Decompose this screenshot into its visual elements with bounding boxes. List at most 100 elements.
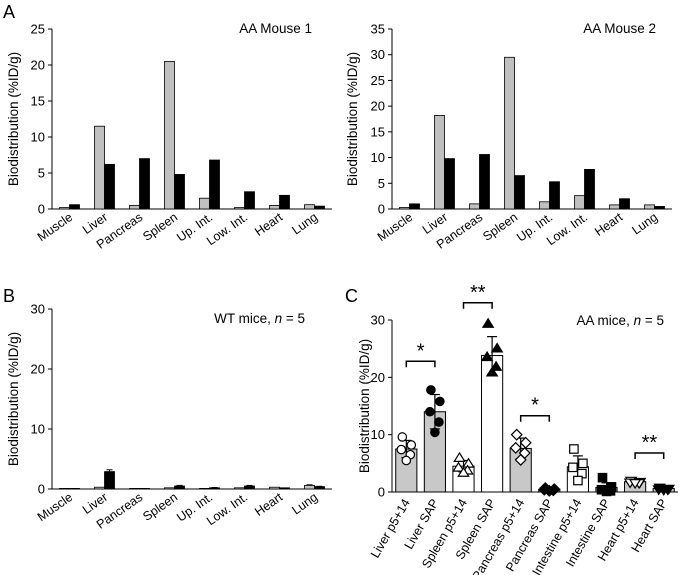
bar-gray-liver xyxy=(434,115,445,210)
x-category-label: Liver p5+14 xyxy=(368,496,413,560)
data-point-square xyxy=(573,475,583,486)
bar-black-spleen xyxy=(174,485,185,490)
x-category-label: Lung xyxy=(289,210,320,237)
x-category-label: Heart xyxy=(252,210,286,239)
data-point-diamond xyxy=(509,441,522,454)
bar-black-muscle xyxy=(69,487,80,490)
bar-black-muscle xyxy=(409,203,420,210)
x-category-label: Lung xyxy=(289,490,320,517)
bar-gray-pancreas xyxy=(469,203,480,210)
bar-black-lung xyxy=(314,205,325,210)
panel-title-n: n xyxy=(275,311,283,326)
data-point-square xyxy=(568,462,578,473)
y-tick-label: 20 xyxy=(371,99,385,114)
data-point-square xyxy=(597,472,608,483)
data-point-circle xyxy=(425,406,435,417)
y-tick-label: 10 xyxy=(371,150,385,165)
data-point-triangle xyxy=(481,317,495,328)
data-point-diamond xyxy=(543,484,556,497)
significance-bracket xyxy=(462,302,493,309)
bar-black-lung xyxy=(654,206,665,210)
bar-black-low-int- xyxy=(244,191,255,210)
panel-title: AA Mouse 2 xyxy=(583,21,656,36)
y-tick-label: 15 xyxy=(371,124,385,139)
panel-title-n-value: = 5 xyxy=(641,313,664,328)
y-tick-label: 30 xyxy=(371,313,385,328)
bar-black-liver xyxy=(444,158,455,210)
x-category-label: Heart xyxy=(252,490,286,519)
y-axis-label: Biodistribution (%ID/g) xyxy=(345,52,360,186)
y-tick-label: 20 xyxy=(31,58,45,73)
bar-black-low-int- xyxy=(244,485,255,490)
y-tick-label: 0 xyxy=(378,485,385,500)
y-tick-label: 10 xyxy=(31,130,45,145)
bar-gray-up-int- xyxy=(539,201,550,210)
data-point-triangle xyxy=(480,350,494,362)
data-point-diamond xyxy=(510,428,523,441)
bar-gray-pancreas xyxy=(129,487,140,490)
y-tick-label: 10 xyxy=(371,427,385,442)
bar-gray-spleen xyxy=(504,56,515,210)
bar-gray-pancreas xyxy=(129,204,140,210)
data-point-triangle xyxy=(490,342,504,353)
y-tick-label: 0 xyxy=(378,202,385,217)
data-point-square xyxy=(569,444,579,454)
data-point-triangle xyxy=(489,360,503,371)
bar-gray-low-int- xyxy=(234,487,245,490)
bar-black-liver xyxy=(104,163,115,210)
y-tick-label: 25 xyxy=(371,73,385,88)
panel-title-n-value: = 5 xyxy=(282,311,305,326)
panel-title: AA mice, n = 5 xyxy=(577,313,664,328)
bar-black-pancreas xyxy=(479,154,490,210)
bar-black-heart xyxy=(279,194,290,210)
panel-title-text: AA mice, xyxy=(577,313,634,328)
x-category-label: Spleen xyxy=(140,210,180,244)
panel-title: AA Mouse 1 xyxy=(239,21,312,36)
bar-gray-low-int- xyxy=(234,207,245,210)
data-point-circle xyxy=(406,440,417,450)
bar-gray-liver xyxy=(94,486,105,490)
bar-gray-lung xyxy=(304,484,315,490)
bar-black-heart xyxy=(279,487,290,490)
bar-gray-muscle xyxy=(59,487,70,490)
y-tick-label: 35 xyxy=(371,22,385,37)
significance-label: ** xyxy=(470,282,486,304)
bar-gray-low-int- xyxy=(574,195,585,210)
data-point-circle xyxy=(401,455,412,466)
bar-gray-spleen xyxy=(164,487,175,490)
bar-black-lung xyxy=(314,486,325,490)
bar-gray-lung xyxy=(304,204,315,210)
y-tick-label: 20 xyxy=(371,370,385,385)
y-tick-label: 30 xyxy=(371,47,385,62)
panel-letter: C xyxy=(345,286,358,306)
y-tick-label: 25 xyxy=(31,22,45,37)
bar-gray-muscle xyxy=(399,207,410,210)
data-point-diamond xyxy=(514,453,527,466)
data-point-triangle-down xyxy=(657,485,670,497)
y-tick-label: 0 xyxy=(38,482,45,497)
data-point-circle xyxy=(435,396,445,407)
significance-bracket xyxy=(405,360,436,368)
bar-gray-spleen xyxy=(164,61,175,210)
bar-black-heart xyxy=(619,198,630,210)
y-tick-label: 5 xyxy=(378,176,385,191)
y-tick-label: 30 xyxy=(31,302,45,317)
x-category-label: Heart xyxy=(592,210,626,239)
data-point-triangle xyxy=(457,466,470,477)
data-point-circle xyxy=(397,432,408,442)
bar-black-muscle xyxy=(69,204,80,210)
bar-black-low-int- xyxy=(584,168,595,210)
bar-black-spleen xyxy=(174,174,185,210)
bar-gray-heart xyxy=(269,204,280,210)
y-tick-label: 15 xyxy=(31,94,45,109)
data-point-square xyxy=(578,458,588,469)
bar-gray-heart xyxy=(269,486,280,490)
data-point-circle xyxy=(396,444,407,455)
bar-black-up-int- xyxy=(549,181,560,210)
data-point-triangle xyxy=(452,461,465,472)
data-point-triangle-down xyxy=(628,479,642,490)
significance-label: ** xyxy=(642,432,658,454)
significance-bracket xyxy=(634,452,665,460)
bar-black-up-int- xyxy=(209,159,220,210)
